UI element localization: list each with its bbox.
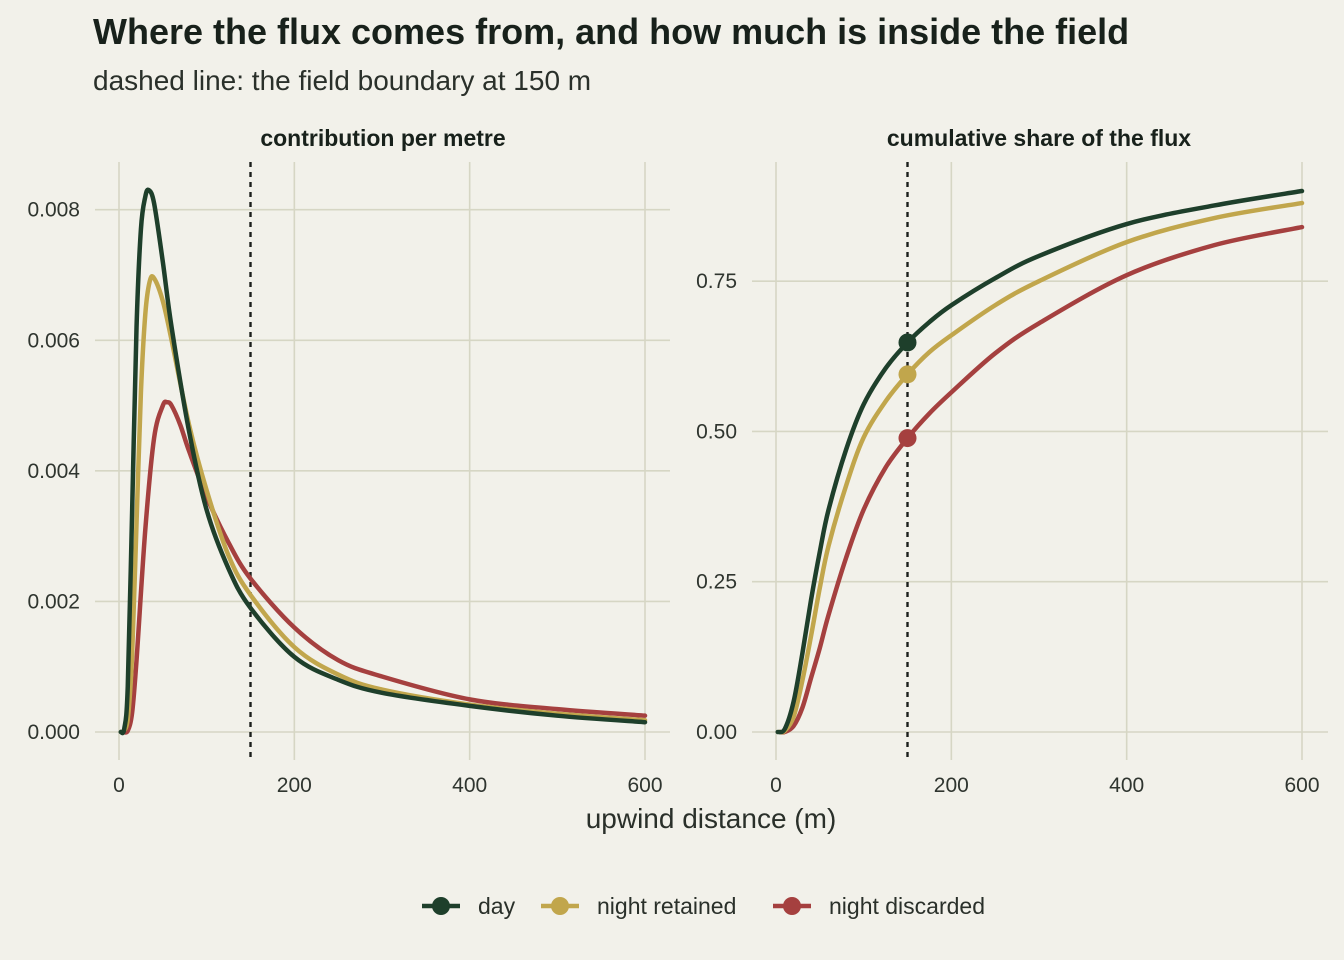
legend-label-night-discarded: night discarded — [829, 893, 985, 919]
series-line-night-retained — [120, 274, 648, 735]
x-axis-title: upwind distance (m) — [586, 803, 837, 834]
legend-key-night-discarded — [773, 897, 811, 915]
x-tick-label: 200 — [934, 774, 969, 797]
chart-subtitle: dashed line: the field boundary at 150 m — [93, 65, 591, 96]
y-tick-label: 0.004 — [27, 460, 80, 483]
series-line-night-discarded — [778, 224, 1305, 735]
panel-title-cumulative: cumulative share of the flux — [887, 125, 1191, 151]
y-tick-label: 0.006 — [27, 329, 80, 352]
y-tick-label: 0.75 — [696, 270, 737, 293]
x-tick-label: 400 — [1109, 774, 1144, 797]
panel-title-contribution: contribution per metre — [260, 125, 505, 151]
legend-key-day — [422, 897, 460, 915]
gridlines — [752, 162, 1328, 760]
boundary-point-night-retained — [898, 365, 917, 384]
series-line-night-discarded — [121, 399, 648, 735]
y-tick-label: 0.25 — [696, 571, 737, 594]
legend-marker — [551, 897, 569, 915]
legend-label-night-retained: night retained — [597, 893, 736, 919]
legend-key-night-retained — [541, 897, 579, 915]
boundary-point-night-discarded — [898, 429, 917, 448]
boundary-point-day — [898, 333, 917, 352]
x-tick-label: 600 — [627, 774, 662, 797]
chart-title: Where the flux comes from, and how much … — [93, 11, 1129, 52]
x-tick-label: 200 — [277, 774, 312, 797]
panel-contribution: contribution per metre 0 200 400 600 0.000 0.… — [27, 125, 670, 797]
x-tick-label: 0 — [770, 774, 782, 797]
x-tick-label: 600 — [1284, 774, 1319, 797]
legend-label-day: day — [478, 893, 516, 919]
x-tick-label: 400 — [452, 774, 487, 797]
legend: day night retained night discarded — [422, 893, 985, 919]
y-tick-label: 0.000 — [27, 721, 80, 744]
legend-marker — [783, 897, 801, 915]
y-tick-label: 0.00 — [696, 721, 737, 744]
x-tick-label: 0 — [113, 774, 125, 797]
series-line-night-retained — [777, 200, 1305, 735]
gridlines — [95, 162, 670, 760]
legend-marker — [432, 897, 450, 915]
y-tick-label: 0.50 — [696, 420, 737, 443]
series-line-day — [118, 187, 648, 736]
panel-cumulative: cumulative share of the flux 0 200 400 600 0… — [696, 125, 1328, 797]
series-line-day — [775, 188, 1305, 735]
y-tick-label: 0.002 — [27, 590, 80, 613]
y-tick-label: 0.008 — [27, 199, 80, 222]
